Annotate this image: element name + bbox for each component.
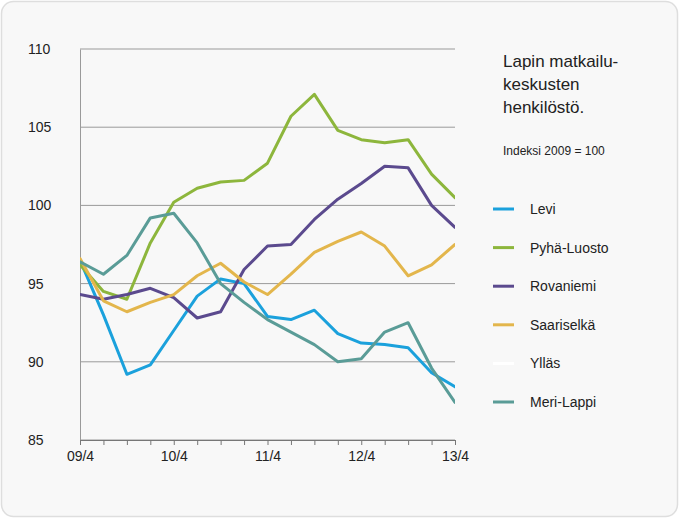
y-tick-label: 95 <box>28 276 44 292</box>
y-tick: 100 <box>28 197 80 213</box>
x-tick-mark <box>268 440 269 445</box>
y-axis-line <box>80 50 81 441</box>
x-tick <box>385 440 386 445</box>
x-tick <box>244 440 245 445</box>
x-axis: 09/4 10/4 11/4 12/4 13/4 <box>67 440 469 464</box>
grid-line <box>80 361 455 362</box>
x-tick <box>197 440 198 445</box>
legend-label: Ylläs <box>530 355 560 371</box>
y-tick: 85 <box>28 432 80 448</box>
title-line: keskusten <box>503 75 580 94</box>
series-line <box>80 213 455 402</box>
title-line: henkilöstö. <box>503 98 584 117</box>
x-tick-mark <box>291 440 292 445</box>
x-tick-mark <box>408 440 409 445</box>
x-tick-label: 12/4 <box>348 448 375 464</box>
x-tick-mark <box>314 440 315 445</box>
x-tick-mark <box>80 440 81 445</box>
lines <box>80 94 455 402</box>
x-tick <box>103 440 104 445</box>
x-tick <box>150 440 151 445</box>
legend-swatch <box>493 323 514 326</box>
x-tick: 13/4 <box>442 440 469 464</box>
grid <box>80 49 455 440</box>
x-tick: 09/4 <box>67 440 94 464</box>
series-line <box>80 94 455 299</box>
subtitle: Indeksi 2009 = 100 <box>503 144 605 158</box>
y-tick-label: 110 <box>28 41 51 57</box>
x-tick <box>432 440 433 445</box>
y-tick: 95 <box>28 276 80 292</box>
x-tick-mark <box>197 440 198 445</box>
series-line <box>80 232 455 312</box>
x-tick-mark <box>221 440 222 445</box>
y-tick-label: 85 <box>28 432 44 448</box>
x-tick <box>127 440 128 445</box>
legend: Levi Pyhä-Luosto Rovaniemi Saariselkä Ylläs M… <box>493 201 609 410</box>
y-tick: 110 <box>28 41 80 57</box>
x-tick-label: 11/4 <box>255 448 281 464</box>
grid-line <box>80 205 455 206</box>
y-axis: 85 90 95 100 105 110 <box>28 41 81 448</box>
x-tick-mark <box>432 440 433 445</box>
legend-label: Rovaniemi <box>530 278 596 294</box>
legend-label: Meri-Lappi <box>530 394 596 410</box>
legend-swatch <box>493 401 514 404</box>
legend-swatch <box>493 285 514 288</box>
x-tick-mark <box>174 440 175 445</box>
grid-line <box>80 127 455 128</box>
x-tick-mark <box>127 440 128 445</box>
x-tick: 10/4 <box>161 440 188 464</box>
x-tick <box>408 440 409 445</box>
y-tick-label: 90 <box>28 354 44 370</box>
title-line: Lapin matkailu- <box>503 52 618 71</box>
y-tick: 90 <box>28 354 80 370</box>
x-tick <box>338 440 339 445</box>
x-tick-label: 10/4 <box>161 448 188 464</box>
x-axis-line <box>81 441 456 446</box>
x-tick <box>221 440 222 445</box>
background <box>2 2 678 517</box>
legend-swatch <box>493 362 514 365</box>
x-tick <box>314 440 315 445</box>
x-tick-mark <box>244 440 245 445</box>
x-tick-mark <box>361 440 362 445</box>
x-tick <box>291 440 292 445</box>
x-tick-mark <box>338 440 339 445</box>
legend-swatch <box>493 246 514 249</box>
y-tick: 105 <box>28 119 80 135</box>
x-tick-label: 13/4 <box>442 448 469 464</box>
x-tick-label: 09/4 <box>67 448 94 464</box>
legend-label: Pyhä-Luosto <box>530 240 609 256</box>
y-tick-label: 105 <box>28 119 52 135</box>
legend-label: Levi <box>530 201 556 217</box>
x-tick-mark <box>455 440 456 445</box>
legend-swatch <box>493 208 514 211</box>
x-tick: 11/4 <box>255 440 281 464</box>
grid-line <box>80 283 455 284</box>
chart: 85 90 95 100 105 110 09/4 10/4 11/4 12/4 13/4 Lapin… <box>0 0 679 518</box>
x-tick-mark <box>150 440 151 445</box>
legend-label: Saariselkä <box>530 317 596 333</box>
grid-line <box>80 49 455 50</box>
y-tick-label: 100 <box>28 197 52 213</box>
x-tick-mark <box>385 440 386 445</box>
x-tick: 12/4 <box>348 440 375 464</box>
x-tick-mark <box>103 440 104 445</box>
title: Lapin matkailu-keskusten henkilöstö. <box>503 52 618 117</box>
